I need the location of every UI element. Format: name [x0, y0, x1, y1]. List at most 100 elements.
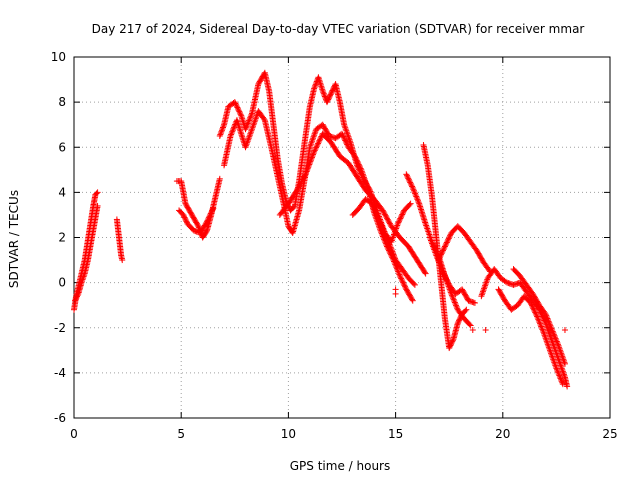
data-point [411, 189, 418, 196]
data-point [450, 295, 457, 302]
data-point [390, 257, 397, 264]
data-point [409, 297, 416, 304]
data-point [553, 338, 560, 345]
data-point [540, 316, 547, 323]
data-point [307, 157, 314, 164]
data-point [457, 313, 464, 320]
data-point [546, 321, 553, 328]
data-point [461, 291, 468, 298]
data-point [247, 113, 254, 120]
data-point [372, 209, 379, 216]
data-point [305, 162, 312, 169]
data-point [406, 291, 413, 298]
data-point [499, 293, 506, 300]
data-point [197, 229, 204, 236]
data-point [204, 217, 211, 224]
data-point [552, 335, 559, 342]
data-point [384, 215, 391, 222]
data-point [534, 314, 541, 321]
data-point [342, 137, 349, 144]
x-tick-label: 25 [602, 427, 617, 441]
data-point [381, 236, 388, 243]
data-point [467, 322, 474, 329]
data-point [208, 209, 215, 216]
data-point [392, 262, 399, 269]
data-point [471, 299, 478, 306]
data-point [466, 321, 473, 328]
y-tick-label: -4 [54, 366, 66, 380]
data-point [395, 268, 402, 275]
data-point [304, 167, 311, 174]
data-point [298, 177, 305, 184]
data-point [559, 381, 566, 388]
data-point [433, 252, 440, 259]
data-point [192, 218, 199, 225]
data-point [531, 293, 538, 300]
data-point [497, 290, 504, 297]
data-point [256, 79, 263, 86]
data-point [534, 298, 541, 305]
data-point [303, 168, 310, 175]
data-point [437, 262, 444, 269]
data-point [229, 127, 236, 134]
data-point [553, 365, 560, 372]
data-point [311, 147, 318, 154]
data-point [529, 290, 536, 297]
data-point [446, 345, 453, 352]
data-point [246, 117, 253, 124]
data-point [447, 232, 454, 239]
data-point [233, 103, 240, 110]
data-point [559, 379, 566, 386]
data-point [394, 267, 401, 274]
data-point [449, 337, 456, 344]
data-point [500, 295, 507, 302]
data-point [554, 339, 561, 346]
data-point [296, 183, 303, 190]
data-point [257, 77, 264, 84]
data-point [195, 223, 202, 230]
data-point [293, 188, 300, 195]
data-point [433, 253, 440, 260]
data-point [534, 299, 541, 306]
data-point [556, 372, 563, 379]
data-point [476, 251, 483, 258]
data-point [400, 279, 407, 286]
data-point [463, 306, 470, 313]
data-point [547, 324, 554, 331]
data-point [201, 223, 208, 230]
data-point [412, 192, 419, 199]
data-point [384, 243, 391, 250]
data-point [310, 151, 317, 158]
data-point [561, 360, 568, 367]
data-point [403, 286, 410, 293]
data-point [543, 312, 550, 319]
x-tick-label: 10 [281, 427, 296, 441]
data-point [438, 250, 445, 257]
data-point [464, 295, 471, 302]
data-point [440, 269, 447, 276]
y-tick-label: -2 [54, 321, 66, 335]
data-point [398, 276, 405, 283]
data-point [421, 269, 428, 276]
data-point [408, 295, 415, 302]
data-point [379, 207, 386, 214]
data-point [218, 127, 225, 134]
data-point [199, 226, 206, 233]
data-point [442, 242, 449, 249]
data-point [402, 283, 409, 290]
chart-title: Day 217 of 2024, Sidereal Day-to-day VTE… [92, 22, 585, 36]
data-point [319, 87, 326, 94]
data-point [381, 211, 388, 218]
data-point [454, 320, 461, 327]
data-point [434, 255, 441, 262]
data-point [244, 120, 251, 127]
data-point [324, 130, 331, 137]
data-point [405, 290, 412, 297]
data-point [383, 214, 390, 221]
data-point [405, 175, 412, 182]
data-point [235, 105, 242, 112]
data-point [396, 216, 403, 223]
data-point [385, 217, 392, 224]
data-point [244, 121, 251, 128]
